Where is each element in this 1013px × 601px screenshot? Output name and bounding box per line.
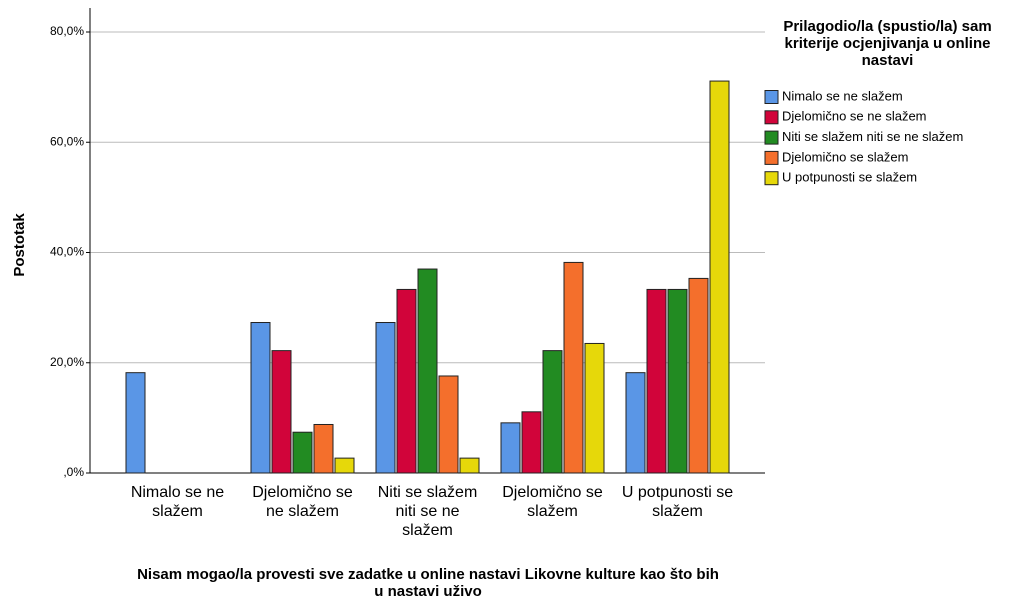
legend-label: U potpunosti se slažem xyxy=(782,170,917,185)
y-tick-label: 20,0% xyxy=(50,355,84,369)
x-tick-label: Niti se slažem niti se ne slažem xyxy=(377,484,478,539)
y-tick-label: 80,0% xyxy=(50,24,84,38)
legend-swatch xyxy=(764,171,779,186)
bar xyxy=(271,350,292,474)
bar xyxy=(313,423,334,474)
x-tick-label: Nimalo se ne slažem xyxy=(130,484,225,520)
legend-swatch xyxy=(764,150,779,165)
legend-swatch xyxy=(764,130,779,145)
x-tick-label: Djelomično se ne slažem xyxy=(252,484,353,520)
legend-label: Djelomično se slažem xyxy=(782,149,908,164)
bar xyxy=(688,277,709,474)
bar xyxy=(709,80,730,474)
x-tick-label: U potpunosti se slažem xyxy=(621,484,734,520)
bar xyxy=(584,342,605,474)
bar xyxy=(438,375,459,474)
y-tick-label: 60,0% xyxy=(50,134,84,148)
bar xyxy=(625,372,646,474)
y-tick-label: ,0% xyxy=(63,465,84,479)
bar xyxy=(375,322,396,474)
bar xyxy=(459,457,480,474)
bar xyxy=(334,457,355,474)
legend-label: Niti se slažem niti se ne slažem xyxy=(782,129,963,144)
legend-swatch xyxy=(764,110,779,125)
bar xyxy=(417,268,438,474)
legend-title: Prilagodio/la (spustio/la) sam kriterije… xyxy=(783,18,992,69)
y-tick-label: 40,0% xyxy=(50,245,84,259)
bar xyxy=(125,372,146,474)
bar xyxy=(542,350,563,474)
bar xyxy=(667,288,688,474)
bar xyxy=(250,322,271,474)
y-axis-title: Postotak xyxy=(11,213,28,277)
bar xyxy=(292,431,313,474)
bar xyxy=(396,288,417,474)
bar xyxy=(521,411,542,474)
bar xyxy=(563,261,584,474)
bar xyxy=(646,288,667,474)
x-axis-title: Nisam mogao/la provesti sve zadatke u on… xyxy=(137,566,719,600)
legend-label: Djelomično se ne slažem xyxy=(782,109,927,124)
legend-swatch xyxy=(764,90,779,104)
x-tick-label: Djelomično se slažem xyxy=(502,484,603,520)
legend-label: Nimalo se ne slažem xyxy=(782,88,903,103)
bar xyxy=(500,422,521,474)
